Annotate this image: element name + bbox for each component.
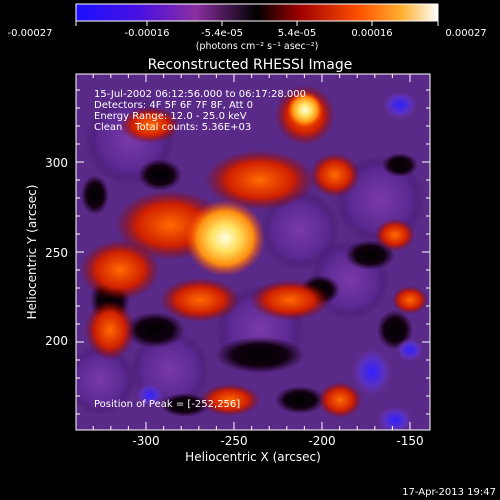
info-line-detectors: Detectors: 4F 5F 6F 7F 8F, Att 0 — [94, 100, 253, 111]
x-tick-label: -200 — [308, 434, 335, 448]
info-line-clean: Clean Total counts: 5.36E+03 — [94, 122, 251, 133]
y-tick-label: 300 — [45, 156, 68, 170]
x-tick-label: -300 — [132, 434, 159, 448]
colorbar: -0.00027 -0.00016 -5.4e-05 5.4e-05 0.000… — [8, 3, 487, 52]
x-axis-label: Heliocentric X (arcsec) — [185, 450, 321, 464]
colorbar-tick-label-1: -0.00016 — [125, 28, 170, 39]
x-tick-label: -250 — [220, 434, 247, 448]
colorbar-unit-label: (photons cm⁻² s⁻¹ asec⁻²) — [196, 41, 319, 52]
y-tick-label: 200 — [45, 334, 68, 348]
info-line-time: 15-Jul-2002 06:12:56.000 to 06:17:28.000 — [94, 89, 306, 100]
colorbar-tick-label-5: 0.00027 — [445, 28, 486, 39]
y-tick-label: 250 — [45, 246, 68, 260]
observation-info: 15-Jul-2002 06:12:56.000 to 06:17:28.000… — [94, 89, 306, 133]
info-line-energy: Energy Range: 12.0 - 25.0 keV — [94, 111, 247, 122]
axis-ticks — [76, 74, 430, 430]
colorbar-tick-label-4: 0.00016 — [351, 28, 392, 39]
colorbar-ticks — [75, 21, 439, 26]
y-axis-label: Heliocentric Y (arcsec) — [25, 185, 39, 320]
footer-date: 17-Apr-2013 19:47 — [402, 487, 496, 498]
colorbar-gradient — [75, 3, 439, 22]
x-tick-label: -150 — [396, 434, 423, 448]
colorbar-tick-label-0: -0.00027 — [8, 28, 53, 39]
image-title: Reconstructed RHESSI Image — [148, 57, 353, 73]
colorbar-tick-label-3: 5.4e-05 — [278, 28, 316, 39]
peak-position: Position of Peak = [-252,256] — [94, 399, 240, 410]
rhessi-map — [76, 74, 430, 430]
colorbar-tick-label-2: -5.4e-05 — [201, 28, 243, 39]
